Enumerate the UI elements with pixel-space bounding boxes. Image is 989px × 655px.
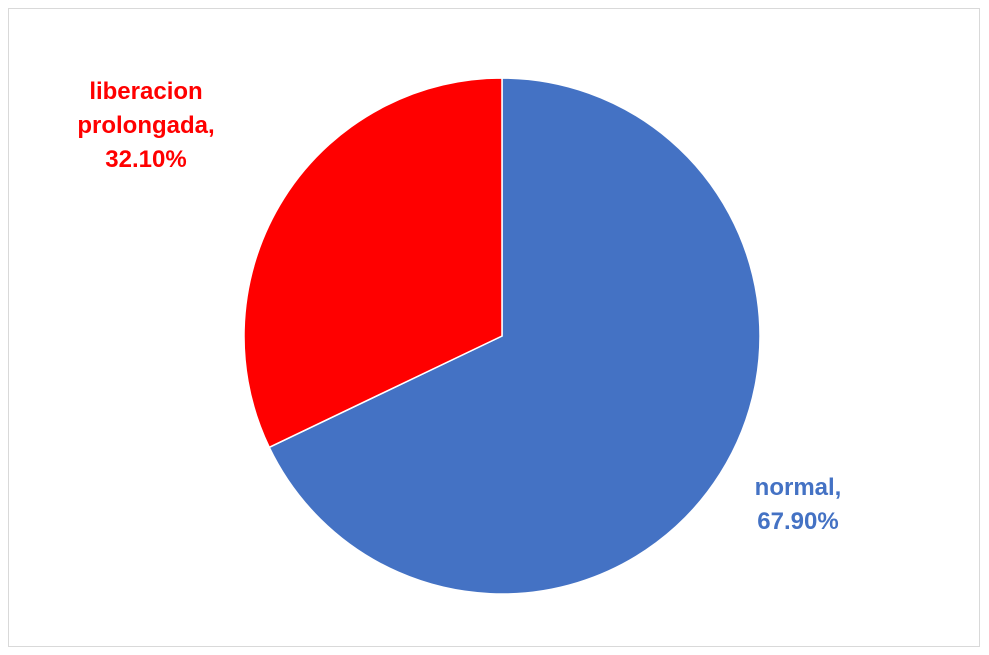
data-label-line: normal,	[755, 474, 842, 501]
data-label-liberacion-prolongada: liberacion prolongada, 32.10%	[77, 78, 214, 173]
pie-slices	[243, 77, 761, 595]
data-label-line: prolongada,	[77, 112, 214, 139]
data-label-line: 67.90%	[757, 508, 838, 535]
pie-slice-normal	[268, 77, 761, 595]
data-label-normal: normal, 67.90%	[755, 474, 842, 535]
data-label-line: liberacion	[89, 78, 202, 105]
data-label-line: 32.10%	[105, 146, 186, 173]
pie-data-labels: normal, 67.90% liberacion prolongada, 32.10%	[77, 78, 841, 535]
pie-slice-liberacion-prolongada	[243, 77, 503, 449]
